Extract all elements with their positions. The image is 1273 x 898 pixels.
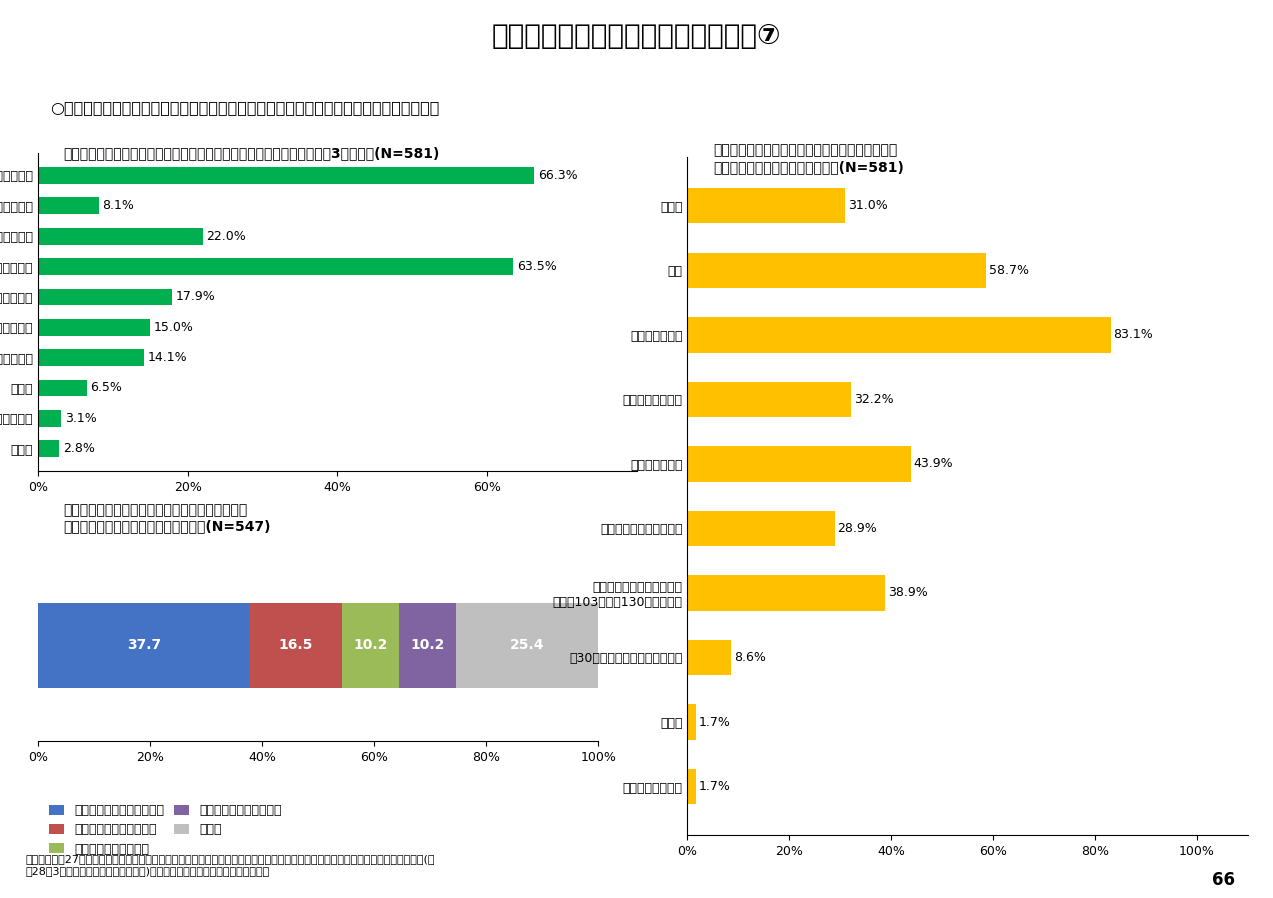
Text: 3.1%: 3.1% bbox=[65, 412, 97, 425]
Text: 63.5%: 63.5% bbox=[517, 260, 556, 273]
Bar bbox=[687, 704, 696, 740]
Text: ○　人材については、志望者の不足、職員の高齢化などを問題視している事業所が多い。: ○ 人材については、志望者の不足、職員の高齢化などを問題視している事業所が多い。 bbox=[50, 101, 439, 115]
Text: 15.0%: 15.0% bbox=[154, 321, 193, 334]
Text: 37.7: 37.7 bbox=[127, 638, 160, 653]
Text: 1.7%: 1.7% bbox=[699, 716, 731, 728]
Text: 17.9%: 17.9% bbox=[176, 290, 215, 304]
Bar bbox=[38, 380, 87, 396]
Bar bbox=[38, 167, 535, 184]
Text: 2.8%: 2.8% bbox=[62, 442, 94, 455]
Bar bbox=[687, 317, 1110, 353]
Bar bbox=[687, 639, 731, 675]
Bar bbox=[38, 603, 250, 689]
Text: 83.1%: 83.1% bbox=[1113, 329, 1153, 341]
Bar bbox=[38, 319, 150, 336]
Bar bbox=[456, 603, 598, 689]
Text: 38.9%: 38.9% bbox=[889, 586, 928, 600]
Text: 14.1%: 14.1% bbox=[148, 351, 187, 364]
Bar bbox=[250, 603, 341, 689]
Bar bbox=[687, 446, 911, 481]
Text: 8.1%: 8.1% bbox=[103, 199, 135, 212]
Text: 10.2: 10.2 bbox=[353, 638, 387, 653]
Text: 66: 66 bbox=[1212, 871, 1235, 889]
Text: 訪問介護員が担当する利用者や提供するサービス
を割り当てる際、重視している点(N=581): 訪問介護員が担当する利用者や提供するサービス を割り当てる際、重視している点(N… bbox=[713, 144, 904, 174]
Text: 25.4: 25.4 bbox=[510, 638, 545, 653]
Text: 訪問介護事業所の運営に関する調査⑦: 訪問介護事業所の運営に関する調査⑦ bbox=[491, 22, 782, 50]
Bar bbox=[38, 228, 202, 244]
Bar bbox=[38, 440, 59, 457]
Text: 人材の確保や定着、育成における課題のうち、特に重大だと思うもの（3つまで）(N=581): 人材の確保や定着、育成における課題のうち、特に重大だと思うもの（3つまで）(N=… bbox=[64, 146, 440, 161]
Bar bbox=[38, 288, 172, 305]
Text: 66.3%: 66.3% bbox=[537, 169, 578, 182]
Text: 【出典】平成27年度老人保健事業推進費等補助金老人保健健康増進等事業「訪問介護の今後のあり方に関する調査研究事業報告書」(平
成28年3月　株式会社三菱総合研究: 【出典】平成27年度老人保健事業推進費等補助金老人保健健康増進等事業「訪問介護の… bbox=[25, 854, 435, 876]
Text: 人材の確保や定着、育成における課題のうち、要
因として特に重大だと考えているもの(N=547): 人材の確保や定着、育成における課題のうち、要 因として特に重大だと考えているもの… bbox=[64, 503, 271, 533]
Text: 43.9%: 43.9% bbox=[914, 457, 953, 471]
Bar bbox=[687, 769, 696, 805]
Bar bbox=[687, 188, 845, 224]
Bar bbox=[398, 603, 456, 689]
Text: 22.0%: 22.0% bbox=[206, 230, 246, 242]
Text: 32.2%: 32.2% bbox=[854, 392, 894, 406]
Bar bbox=[687, 252, 987, 288]
Legend: 介護保険制度に関する要因, 社会や地域に関する要因, 職場環境に関する要因, 事業所運営に関する要因, 無回答: 介護保険制度に関する要因, 社会や地域に関する要因, 職場環境に関する要因, 事… bbox=[45, 799, 286, 860]
Text: 16.5: 16.5 bbox=[279, 638, 313, 653]
Text: 28.9%: 28.9% bbox=[838, 522, 877, 535]
Text: 10.2: 10.2 bbox=[410, 638, 444, 653]
Bar bbox=[687, 382, 852, 417]
Text: 1.7%: 1.7% bbox=[699, 780, 731, 793]
Bar bbox=[38, 409, 61, 427]
Text: 31.0%: 31.0% bbox=[848, 199, 887, 212]
Text: 8.6%: 8.6% bbox=[733, 651, 765, 664]
Bar bbox=[38, 259, 513, 275]
Text: 58.7%: 58.7% bbox=[989, 264, 1029, 277]
Bar bbox=[38, 349, 144, 365]
Text: 6.5%: 6.5% bbox=[90, 382, 122, 394]
Bar bbox=[341, 603, 398, 689]
Bar bbox=[687, 511, 835, 546]
Bar bbox=[687, 576, 886, 611]
Bar bbox=[38, 198, 99, 215]
